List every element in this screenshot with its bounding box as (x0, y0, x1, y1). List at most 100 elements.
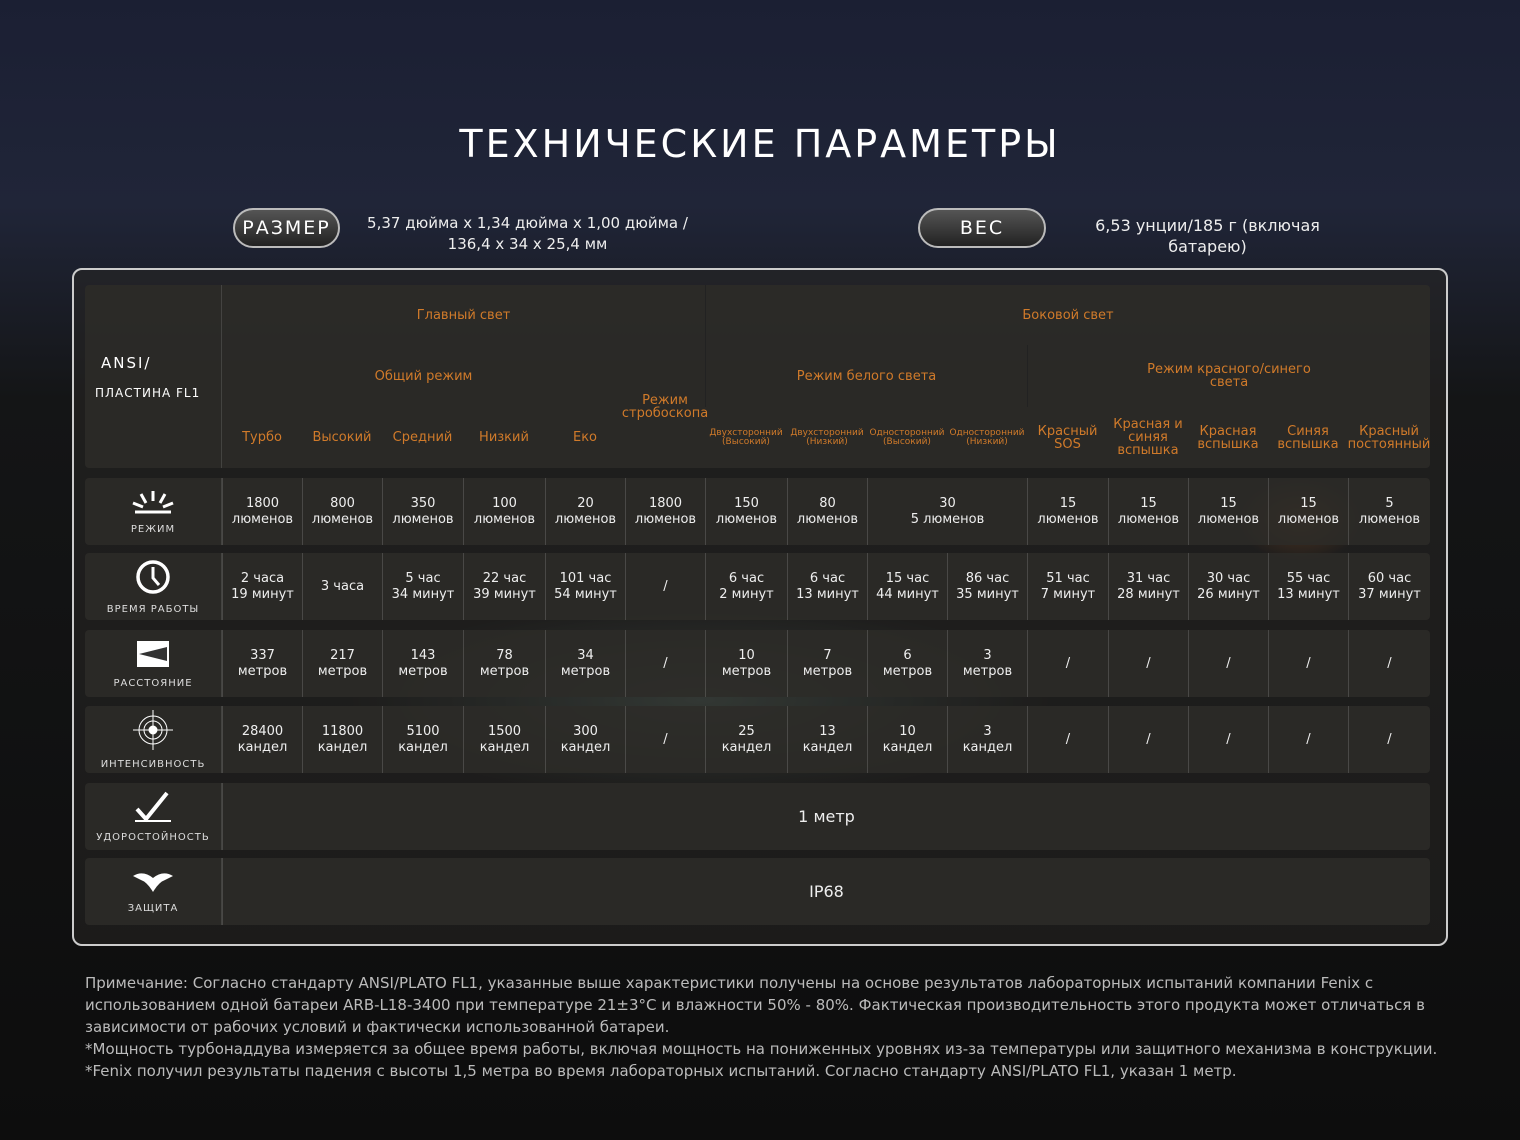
table-cell: / (1188, 630, 1268, 697)
size-line1: 5,37 дюйма x 1,34 дюйма x 1,00 дюйма / (367, 214, 688, 232)
group-general: Общий режим (374, 368, 473, 384)
table-cell: 1500 кандел (463, 706, 545, 773)
table-cell: 15 люменов (1027, 478, 1108, 545)
table-cell: 78 метров (463, 630, 545, 697)
sun-icon (131, 489, 175, 524)
row-label-text: ВРЕМЯ РАБОТЫ (106, 603, 200, 615)
weight-button[interactable]: ВЕС (918, 208, 1046, 248)
corner-label: ANSI/ ПЛАСТИНА FL1 (85, 285, 222, 468)
table-row: УДОРОСТОЙНОСТЬ 1 метр (85, 783, 1430, 850)
table-cell: 30 час 26 минут (1188, 553, 1268, 620)
group-side-light: Боковой свет (705, 285, 1430, 345)
column-header: Высокий (312, 430, 372, 445)
table-cell: 15 люменов (1188, 478, 1268, 545)
table-cell: 3 метров (947, 630, 1027, 697)
weight-value: 6,53 унции/185 г (включая батарею) (1080, 215, 1335, 257)
table-cell: 15 люменов (1268, 478, 1348, 545)
table-cell: 60 час 37 минут (1348, 553, 1430, 620)
corner-line1: ANSI/ (101, 353, 152, 372)
table-cell: 55 час 13 минут (1268, 553, 1348, 620)
column-header: Низкий (479, 430, 529, 445)
column-header: Красный SOS (1037, 423, 1098, 452)
table-cell: / (625, 706, 705, 773)
weight-line2: батарею) (1168, 237, 1247, 256)
corner-line2: ПЛАСТИНА FL1 (95, 385, 201, 400)
table-cell: 80 люменов (787, 478, 867, 545)
distance-icon (135, 639, 171, 678)
table-cell: 100 люменов (463, 478, 545, 545)
table-cell: / (1027, 706, 1108, 773)
row-label-text: ИНТЕНСИВНОСТЬ (100, 758, 206, 770)
footnote: Примечание: Согласно стандарту ANSI/PLAT… (85, 974, 1425, 1036)
row-label-text: РАССТОЯНИЕ (113, 677, 193, 689)
group-strobe: Режим стробоскопа (621, 392, 709, 421)
table-cell: 6 час 2 минут (705, 553, 787, 620)
table-cell: 2 часа 19 минут (222, 553, 302, 620)
table-cell: 300 кандел (545, 706, 625, 773)
table-cell: 11800 кандел (302, 706, 382, 773)
table-cell: 15 люменов (1108, 478, 1188, 545)
size-value: 5,37 дюйма x 1,34 дюйма x 1,00 дюйма / 13… (360, 213, 695, 255)
table-row: РЕЖИМ 1800 люменов 800 люменов 350 люменов 1… (85, 478, 1430, 545)
table-cell: / (1348, 630, 1430, 697)
target-icon (133, 709, 173, 759)
table-cell: 6 час 13 минут (787, 553, 867, 620)
row-label-text: УДОРОСТОЙНОСТЬ (96, 831, 210, 843)
column-header: Турбо (242, 430, 282, 445)
table-cell: 800 люменов (302, 478, 382, 545)
table-cell: / (1027, 630, 1108, 697)
column-header: Синяя вспышка (1277, 423, 1339, 452)
column-header: Двухсторонний (Низкий) (790, 427, 864, 447)
table-cell: 3 кандел (947, 706, 1027, 773)
column-header: Двухсторонний (Высокий) (709, 427, 783, 447)
table-cell: 20 люменов (545, 478, 625, 545)
table-cell: 86 час 35 минут (947, 553, 1027, 620)
row-label: ИНТЕНСИВНОСТЬ (85, 706, 222, 773)
group-main-light: Главный свет (416, 307, 511, 323)
table-row: ВРЕМЯ РАБОТЫ 2 часа 19 минут 3 часа 5 час 3… (85, 553, 1430, 620)
table-cell: 337 метров (222, 630, 302, 697)
column-header: Красная вспышка (1197, 423, 1259, 452)
table-row: ИНТЕНСИВНОСТЬ 28400 кандел 11800 кандел 510… (85, 706, 1430, 773)
column-header: Односторонний (Низкий) (949, 427, 1025, 447)
table-cell: 1800 люменов (222, 478, 302, 545)
weight-line1: 6,53 унции/185 г (включая (1095, 216, 1320, 235)
table-cell: 25 кандел (705, 706, 787, 773)
table-cell: 217 метров (302, 630, 382, 697)
footnotes: Примечание: Согласно стандарту ANSI/PLAT… (85, 972, 1465, 1082)
table-cell: / (625, 630, 705, 697)
footnote: *Fenix получил результаты падения с высо… (85, 1062, 1237, 1080)
table-cell: 350 люменов (382, 478, 463, 545)
table-cell: 10 метров (705, 630, 787, 697)
table-cell: / (1268, 706, 1348, 773)
row-label: ВРЕМЯ РАБОТЫ (85, 553, 222, 620)
table-cell: / (1348, 706, 1430, 773)
impact-icon (133, 791, 173, 832)
group-white: Режим белого света (705, 345, 1027, 407)
page-title: ТЕХНИЧЕСКИЕ ПАРАМЕТРЫ (459, 122, 1061, 166)
group-redblue: Режим красного/синего света (1027, 345, 1430, 407)
size-button[interactable]: РАЗМЕР (233, 208, 340, 248)
table-cell: 28400 кандел (222, 706, 302, 773)
table-cell: / (1108, 706, 1188, 773)
clock-icon (135, 559, 171, 604)
table-cell: 31 час 28 минут (1108, 553, 1188, 620)
column-header: Красная и синяя вспышка (1113, 417, 1183, 458)
table-cell: / (1108, 630, 1188, 697)
table-cell: 1 метр (222, 783, 1430, 850)
table-cell: 13 кандел (787, 706, 867, 773)
table-cell: 10 кандел (867, 706, 947, 773)
table-cell: 3 часа (302, 553, 382, 620)
table-cell: 101 час 54 минут (545, 553, 625, 620)
table-cell: 5 час 34 минут (382, 553, 463, 620)
table-cell: 7 метров (787, 630, 867, 697)
table-cell: 5100 кандел (382, 706, 463, 773)
size-line2: 136,4 x 34 x 25,4 мм (447, 235, 608, 253)
row-label: РАССТОЯНИЕ (85, 630, 222, 697)
table-cell: 15 час 44 минут (867, 553, 947, 620)
column-header: Односторонний (Высокий) (869, 427, 945, 447)
table-row: РАССТОЯНИЕ 337 метров 217 метров 143 метров… (85, 630, 1430, 697)
table-cell: / (1188, 706, 1268, 773)
table-cell: 5 люменов (1348, 478, 1430, 545)
footnote: *Мощность турбонаддува измеряется за общ… (85, 1040, 1438, 1058)
